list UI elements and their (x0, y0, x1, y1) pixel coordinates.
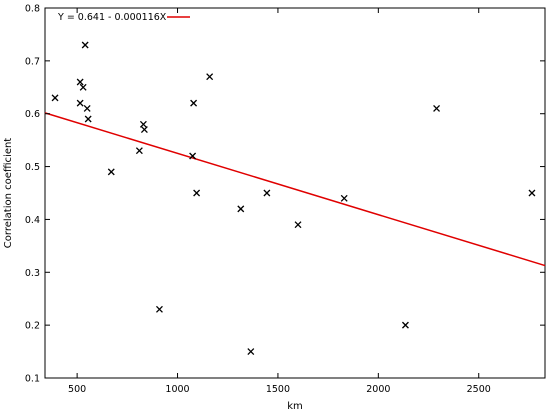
plot-border (44, 7, 546, 379)
y-tick-label: 0.1 (25, 374, 40, 385)
x-tick-label: 500 (68, 384, 86, 395)
data-point (76, 99, 84, 107)
data-point (135, 147, 143, 155)
data-point (107, 168, 115, 176)
y-tick-label: 0.2 (25, 321, 40, 332)
y-tick-label: 0.6 (25, 109, 40, 120)
data-point (263, 189, 271, 197)
data-point-stroke (135, 147, 143, 155)
data-point-stroke (263, 189, 271, 197)
x-axis-label: km (287, 401, 303, 412)
data-point-stroke (139, 120, 147, 128)
y-tick-label: 0.4 (25, 215, 40, 226)
data-point (294, 221, 302, 229)
x-tick-label: 1500 (266, 384, 290, 395)
data-point-stroke (76, 99, 84, 107)
fit-line-layer (44, 112, 546, 267)
data-point (79, 83, 87, 91)
y-tick-label: 0.5 (25, 162, 40, 173)
legend-fit-label: Y = 0.641 - 0.000116X (57, 12, 167, 23)
y-tick-label: 0.8 (25, 4, 40, 15)
data-point-stroke (528, 189, 536, 197)
data-point (84, 115, 92, 123)
data-point (190, 99, 198, 107)
plot-frame (44, 7, 546, 379)
x-tick-label: 1000 (165, 384, 189, 395)
data-point-stroke (193, 189, 201, 197)
data-point-stroke (294, 221, 302, 229)
data-point-stroke (189, 152, 197, 160)
data-point-stroke (237, 205, 245, 213)
data-point-stroke (247, 348, 255, 356)
data-point-stroke (155, 305, 163, 313)
y-tick-label: 0.7 (25, 56, 40, 67)
data-point-stroke (81, 41, 89, 49)
y-tick-label: 0.3 (25, 268, 40, 279)
data-point (247, 348, 255, 356)
data-point-stroke (83, 104, 91, 112)
data-point-stroke (84, 115, 92, 123)
fit-line (44, 112, 546, 267)
data-point-stroke (206, 73, 214, 81)
points-layer (51, 41, 536, 356)
data-point (340, 194, 348, 202)
data-point (193, 189, 201, 197)
data-point (51, 94, 59, 102)
data-point-stroke (79, 83, 87, 91)
data-point (189, 152, 197, 160)
data-point-stroke (433, 104, 441, 112)
data-point-stroke (140, 126, 148, 134)
data-point (528, 189, 536, 197)
legend: Y = 0.641 - 0.000116X (57, 12, 190, 23)
x-tick-label: 2500 (467, 384, 491, 395)
data-point-stroke (401, 321, 409, 329)
data-point (81, 41, 89, 49)
data-point (83, 104, 91, 112)
data-point (139, 120, 147, 128)
ticks-layer: 500 1000 1500 2000 2500 0.1 0.2 0.3 0.4 0.5 0.6 0.7… (25, 4, 545, 395)
data-point (237, 205, 245, 213)
y-axis-label: Correlation coefficient (3, 138, 14, 249)
data-point-stroke (107, 168, 115, 176)
data-point (433, 104, 441, 112)
data-point (401, 321, 409, 329)
data-point-stroke (76, 78, 84, 86)
data-point (140, 126, 148, 134)
x-tick-label: 2000 (366, 384, 390, 395)
data-point-stroke (190, 99, 198, 107)
data-point (155, 305, 163, 313)
data-point-stroke (340, 194, 348, 202)
data-point (206, 73, 214, 81)
data-point-stroke (51, 94, 59, 102)
data-point (76, 78, 84, 86)
